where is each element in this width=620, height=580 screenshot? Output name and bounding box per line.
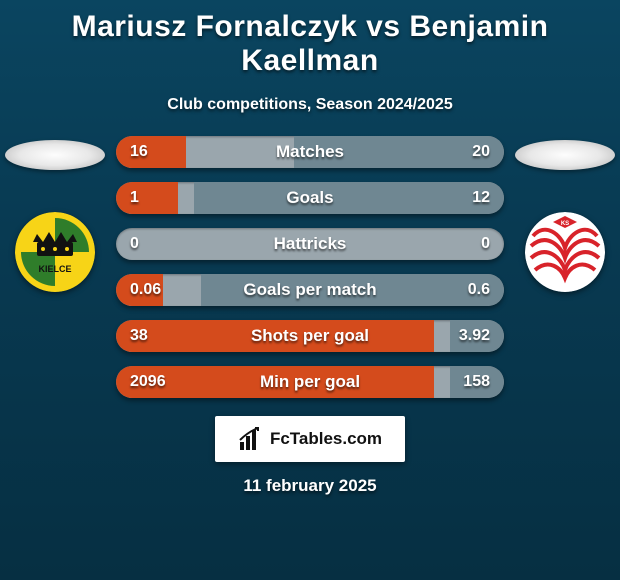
branding-label: FcTables.com: [270, 429, 382, 449]
stat-row: 2096Min per goal158: [116, 366, 504, 398]
main-row: KIELCE 16Matches20 1Goals12 0Hattricks0 0.0…: [0, 136, 620, 398]
svg-text:KS: KS: [561, 221, 569, 227]
fctables-logo-icon: [238, 426, 264, 452]
player-left-column: KIELCE: [0, 136, 110, 292]
subtitle: Club competitions, Season 2024/2025: [0, 96, 620, 114]
stat-value-right: 12: [458, 182, 504, 214]
stats-column: 16Matches20 1Goals12 0Hattricks0 0.06Goals …: [110, 136, 510, 398]
club-crest-right-icon: KS: [525, 212, 605, 292]
stat-value-right: 158: [449, 366, 504, 398]
page-title: Mariusz Fornalczyk vs Benjamin Kaellman: [0, 0, 620, 78]
stat-value-right: 3.92: [445, 320, 504, 352]
svg-text:KIELCE: KIELCE: [38, 264, 71, 274]
stat-row: 38Shots per goal3.92: [116, 320, 504, 352]
stat-row: 16Matches20: [116, 136, 504, 168]
club-badge-right: KS: [525, 212, 605, 292]
comparison-infographic: Mariusz Fornalczyk vs Benjamin Kaellman …: [0, 0, 620, 580]
footer-date: 11 february 2025: [0, 476, 620, 496]
club-badge-left: KIELCE: [15, 212, 95, 292]
stat-row: 1Goals12: [116, 182, 504, 214]
stat-value-right: 0.6: [454, 274, 504, 306]
stat-label: Goals: [116, 182, 504, 214]
player-left-silhouette: [5, 140, 105, 170]
stat-value-right: 20: [458, 136, 504, 168]
player-right-column: KS: [510, 136, 620, 292]
branding-badge: FcTables.com: [215, 416, 405, 462]
stat-value-right: 0: [467, 228, 504, 260]
stat-row: 0Hattricks0: [116, 228, 504, 260]
club-crest-left-icon: KIELCE: [15, 212, 95, 292]
stat-label: Min per goal: [116, 366, 504, 398]
stat-label: Matches: [116, 136, 504, 168]
stat-label: Goals per match: [116, 274, 504, 306]
player-right-silhouette: [515, 140, 615, 170]
stat-label: Hattricks: [116, 228, 504, 260]
stat-row: 0.06Goals per match0.6: [116, 274, 504, 306]
